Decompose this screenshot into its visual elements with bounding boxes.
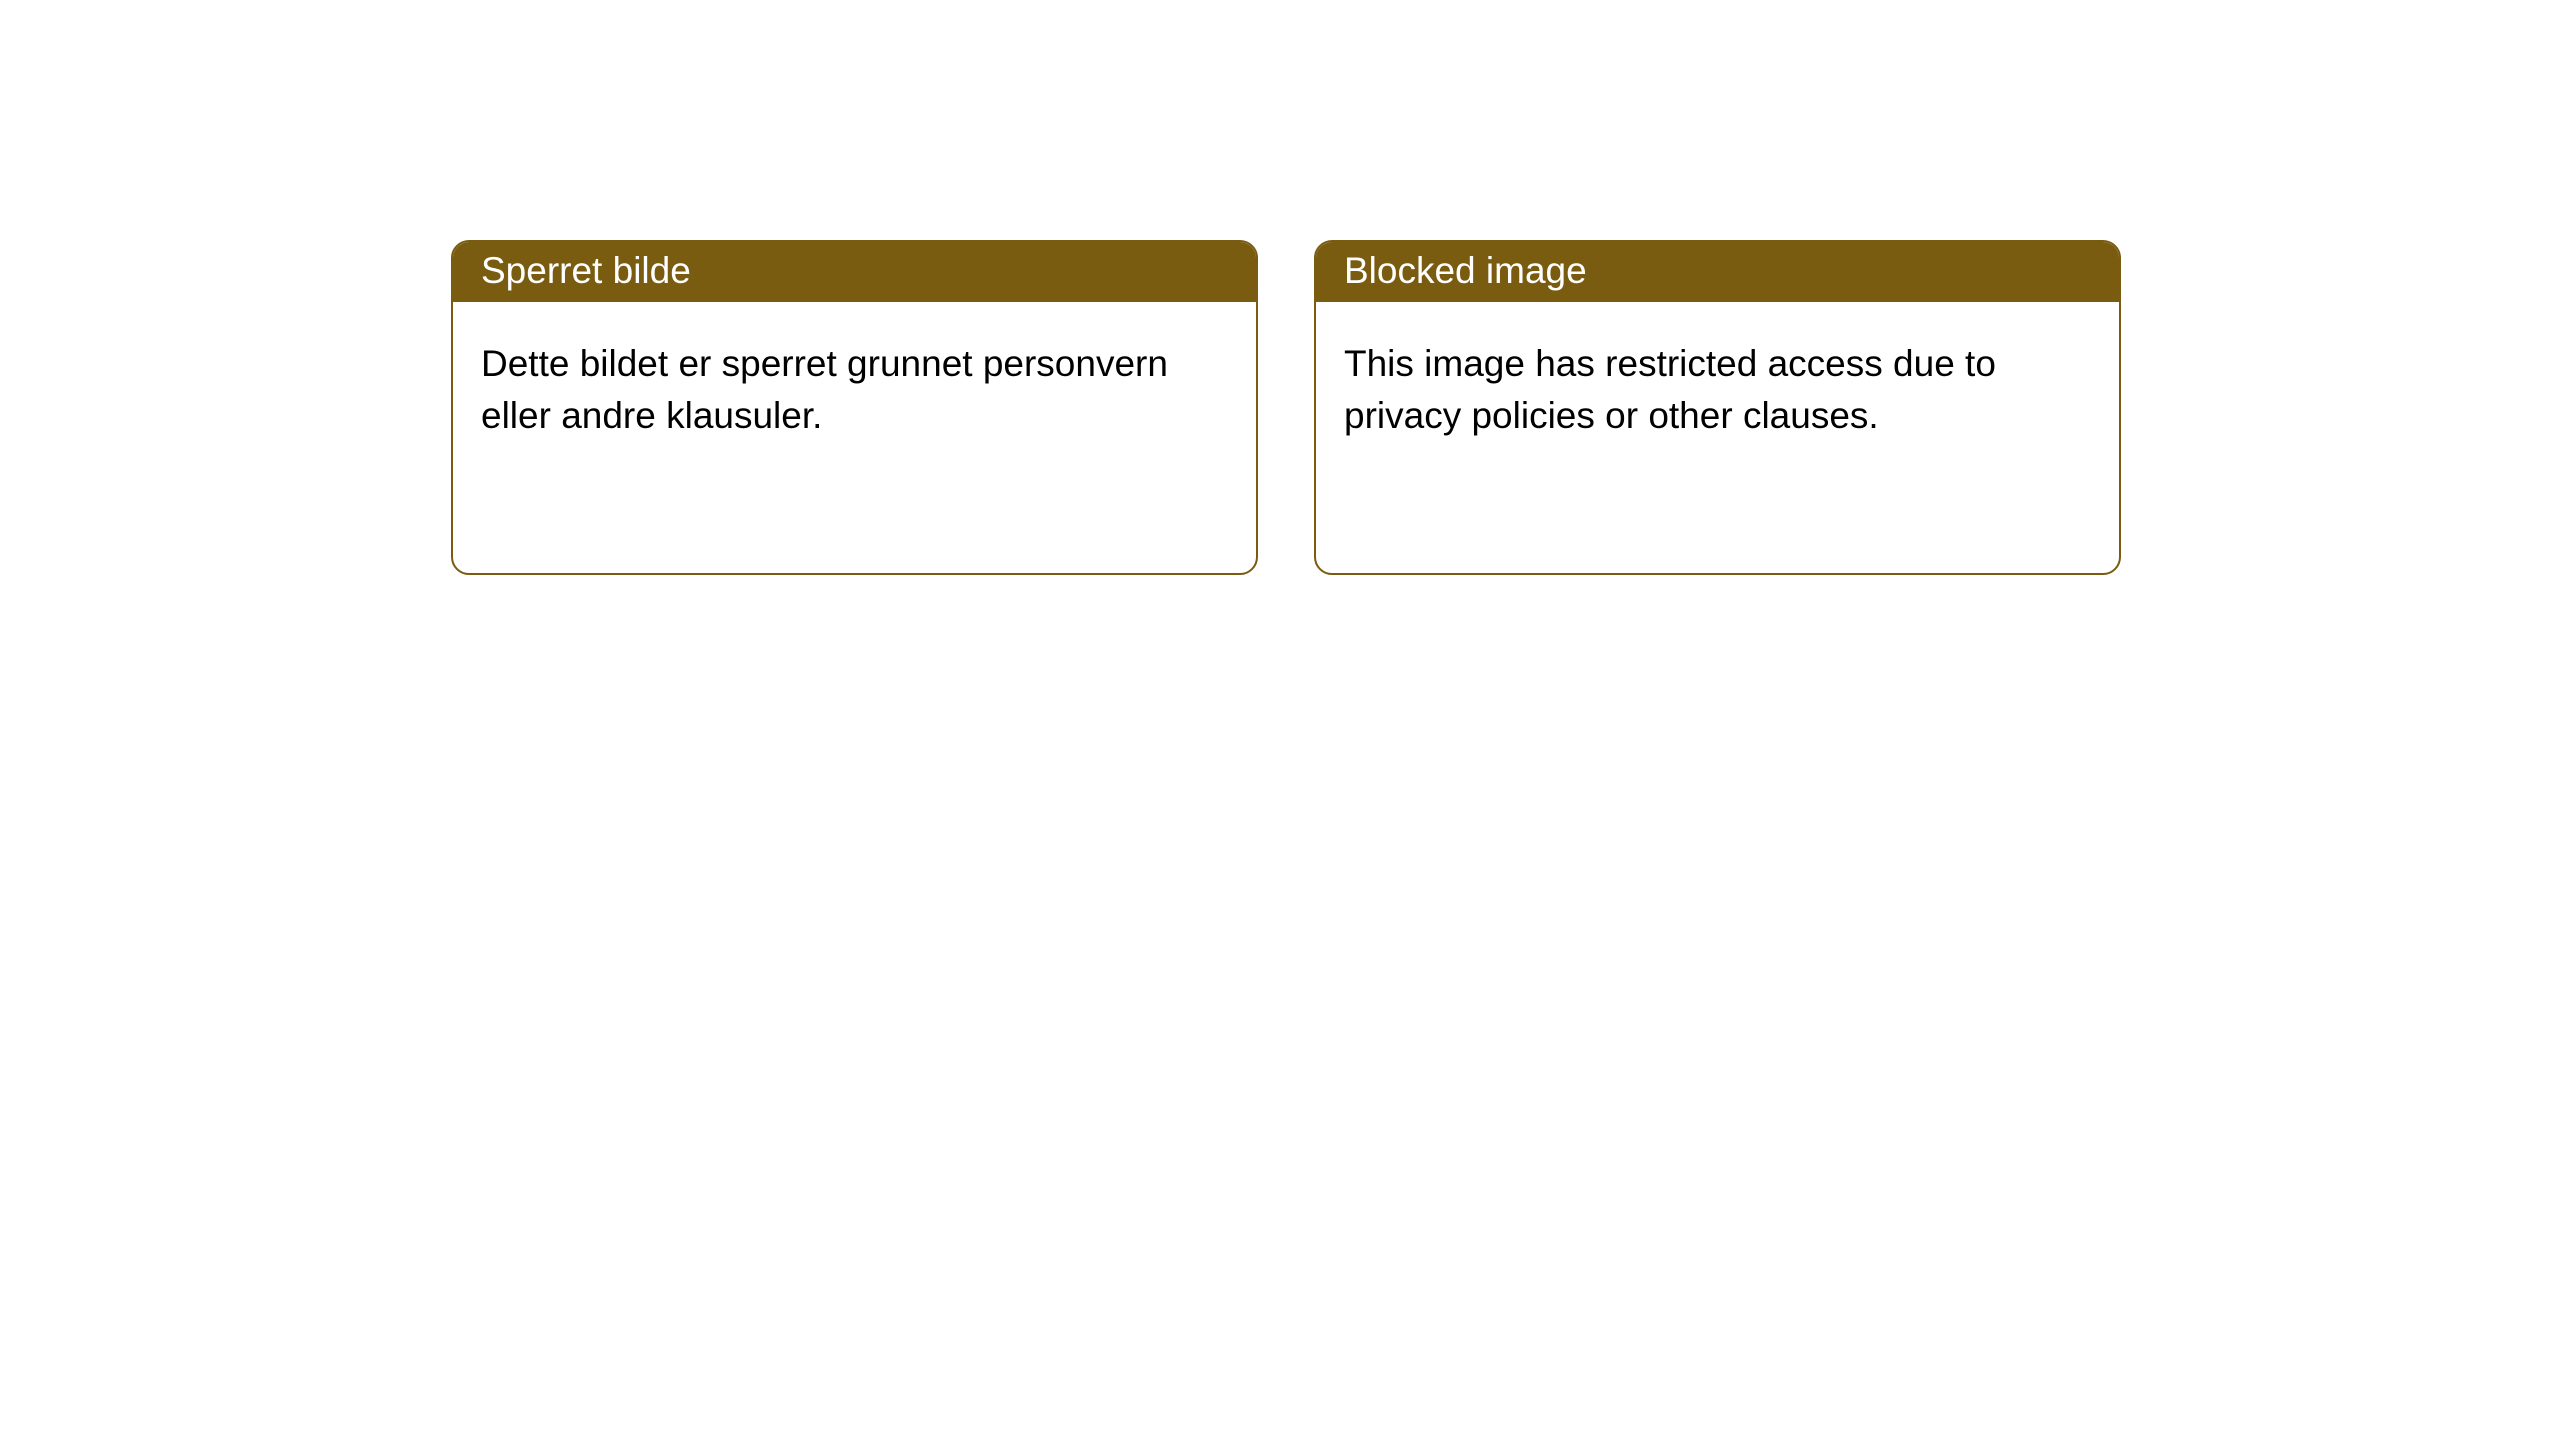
notice-title: Blocked image: [1344, 250, 1587, 291]
notice-body: This image has restricted access due to …: [1316, 302, 2119, 478]
notice-box-english: Blocked image This image has restricted …: [1314, 240, 2121, 575]
notice-header: Blocked image: [1316, 242, 2119, 302]
notice-container: Sperret bilde Dette bildet er sperret gr…: [0, 0, 2560, 575]
notice-header: Sperret bilde: [453, 242, 1256, 302]
notice-text: This image has restricted access due to …: [1344, 343, 1996, 436]
notice-text: Dette bildet er sperret grunnet personve…: [481, 343, 1168, 436]
notice-box-norwegian: Sperret bilde Dette bildet er sperret gr…: [451, 240, 1258, 575]
notice-title: Sperret bilde: [481, 250, 691, 291]
notice-body: Dette bildet er sperret grunnet personve…: [453, 302, 1256, 478]
